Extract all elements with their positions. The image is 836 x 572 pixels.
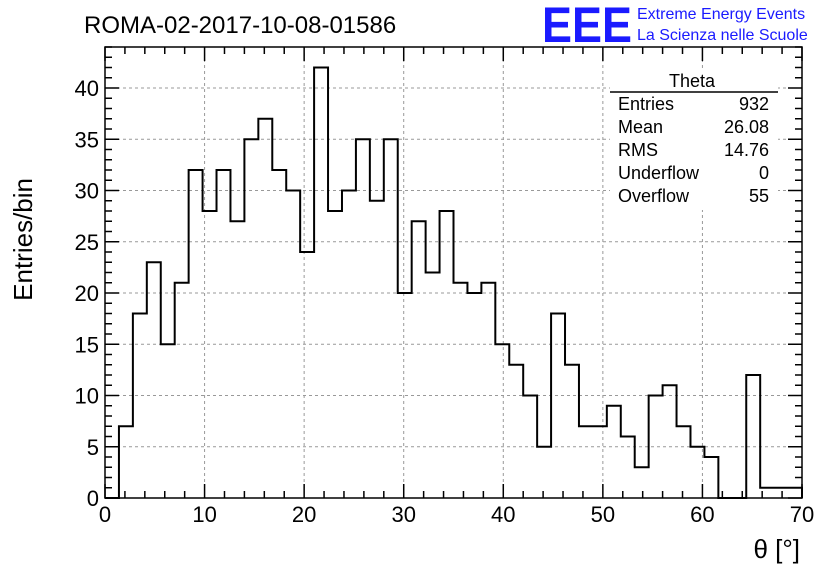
eee-logo-line1: Extreme Energy Events	[637, 6, 805, 23]
x-tick-label: 20	[292, 502, 316, 527]
y-tick-label: 0	[87, 486, 99, 511]
stats-row-label: Underflow	[618, 163, 700, 183]
stats-row-value: 932	[739, 94, 769, 114]
chart-title: ROMA-02-2017-10-08-01586	[84, 12, 396, 39]
axis-ticks	[104, 46, 803, 499]
eee-logo: EEE Extreme Energy Events La Scienza nel…	[542, 0, 808, 53]
stats-row-label: Overflow	[618, 186, 690, 206]
y-tick-label: 30	[75, 179, 99, 204]
stats-row-label: RMS	[618, 140, 658, 160]
x-tick-label: 60	[690, 502, 714, 527]
x-tick-label: 70	[790, 502, 814, 527]
stats-row-value: 0	[759, 163, 769, 183]
stats-box-background	[610, 70, 778, 210]
y-tick-labels: 0 5 10 15 20 25 30 35 40	[75, 76, 99, 511]
x-tick-label: 30	[391, 502, 415, 527]
x-tick-label: 50	[591, 502, 615, 527]
stats-row-value: 55	[749, 186, 769, 206]
x-axis-label: θ [°]	[753, 534, 800, 564]
plot-frame	[104, 46, 803, 499]
y-tick-label: 5	[87, 435, 99, 460]
x-tick-labels: 0 10 20 30 40 50 60 70	[99, 502, 814, 527]
y-tick-label: 25	[75, 230, 99, 255]
y-tick-label: 10	[75, 384, 99, 409]
y-tick-label: 20	[75, 281, 99, 306]
stats-row-label: Entries	[618, 94, 674, 114]
histogram-outline	[105, 66, 803, 499]
stats-row-value: 26.08	[724, 117, 769, 137]
stats-box: Theta Entries 932 Mean 26.08 RMS 14.76 Underfl…	[610, 70, 778, 210]
x-tick-label: 10	[192, 502, 216, 527]
x-tick-label: 40	[491, 502, 515, 527]
x-tick-label: 0	[99, 502, 111, 527]
eee-logo-line2: La Scienza nelle Scuole	[637, 27, 808, 44]
stats-row-value: 14.76	[724, 140, 769, 160]
y-axis-label: Entries/bin	[8, 178, 38, 301]
y-tick-label: 40	[75, 76, 99, 101]
stats-rows: Entries 932 Mean 26.08 RMS 14.76 Underflow 0 Ove…	[618, 94, 769, 206]
y-tick-label: 35	[75, 127, 99, 152]
y-tick-label: 15	[75, 332, 99, 357]
eee-logo-text: EEE	[542, 0, 632, 53]
stats-row-label: Mean	[618, 117, 663, 137]
stats-box-title: Theta	[669, 71, 716, 91]
